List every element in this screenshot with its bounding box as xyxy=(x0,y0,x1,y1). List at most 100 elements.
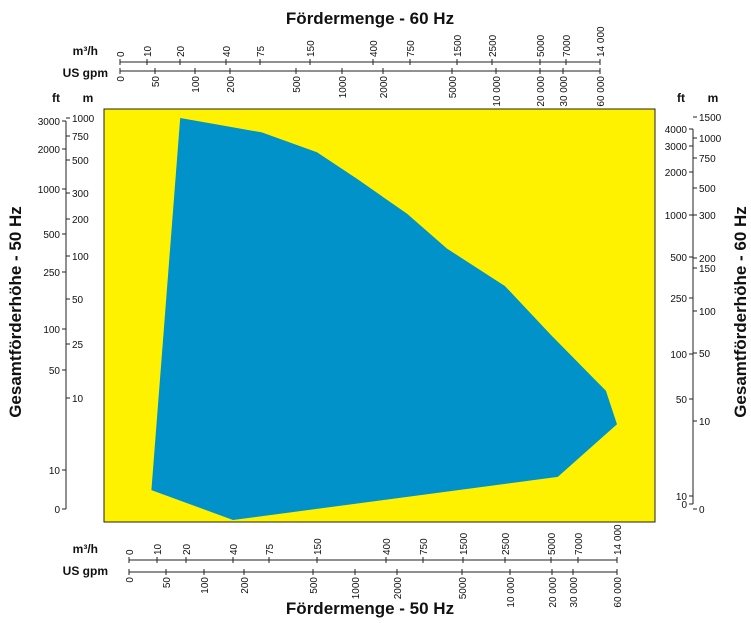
left-m-tick-label: 200 xyxy=(72,215,89,226)
left-ft-tick-label: 3000 xyxy=(38,117,61,128)
bottom-usgpm-tick-label: 50 xyxy=(162,577,173,589)
bottom-m3h-tick-label: 150 xyxy=(313,538,324,555)
top-m3h-tick-label: 14 000 xyxy=(596,26,607,57)
bottom-m3h-tick-label: 2500 xyxy=(501,532,512,555)
right-ft-tick-label: 4000 xyxy=(665,125,688,136)
left-ft-tick-label: 2000 xyxy=(38,145,61,156)
right-unit-ft: ft xyxy=(677,91,685,105)
bottom-m3h-tick-label: 1500 xyxy=(459,532,470,555)
top-m3h-tick-label: 7000 xyxy=(562,34,573,57)
left-ft-tick-label: 500 xyxy=(43,230,60,241)
top-m3h-tick-label: 400 xyxy=(369,40,380,57)
right-ft-tick-label: 100 xyxy=(670,350,687,361)
right-m-tick-label: 50 xyxy=(699,349,711,360)
top-usgpm-tick-label: 60 000 xyxy=(596,76,607,107)
right-m-tick-label: 0 xyxy=(699,505,705,516)
top-m3h-tick-label: 1500 xyxy=(453,34,464,57)
pump-range-region xyxy=(151,118,617,520)
bottom-usgpm-tick-label: 5000 xyxy=(458,577,469,600)
bottom-m3h-tick-label: 400 xyxy=(382,538,393,555)
bottom-m3h-tick-label: 750 xyxy=(419,538,430,555)
title-top: Fördermenge - 60 Hz xyxy=(286,9,454,28)
left-m-tick-label: 25 xyxy=(72,340,84,351)
bottom-m3h-tick-label: 10 xyxy=(153,543,164,555)
bottom-usgpm-tick-label: 60 000 xyxy=(613,577,624,608)
top-usgpm-tick-label: 5000 xyxy=(448,76,459,99)
right-m-tick-label: 300 xyxy=(699,211,716,222)
left-ft-tick-label: 1000 xyxy=(38,185,61,196)
left-ft-tick-label: 100 xyxy=(43,325,60,336)
top-m3h-tick-label: 750 xyxy=(406,40,417,57)
top-m3h-tick-label: 150 xyxy=(306,40,317,57)
right-ft-tick-label: 250 xyxy=(670,294,687,305)
title-left: Gesamtförderhöhe - 50 Hz xyxy=(6,206,25,418)
right-m-tick-label: 100 xyxy=(699,307,716,318)
bottom-m3h-tick-label: 5000 xyxy=(547,532,558,555)
top-usgpm-tick-label: 30 000 xyxy=(559,76,570,107)
left-unit-m: m xyxy=(83,91,94,105)
title-right: Gesamtförderhöhe - 60 Hz xyxy=(731,206,750,418)
left-m-tick-label: 750 xyxy=(72,132,89,143)
left-m-tick-label: 10 xyxy=(72,394,84,405)
top-usgpm-tick-label: 200 xyxy=(226,76,237,93)
right-ft-tick-label: 10 xyxy=(676,492,688,503)
axes xyxy=(65,61,694,573)
bottom-usgpm-tick-label: 100 xyxy=(200,577,211,594)
top-usgpm-tick-label: 10 000 xyxy=(492,76,503,107)
bottom-m3h-tick-label: 0 xyxy=(125,549,136,555)
top-m3h-tick-label: 2500 xyxy=(488,34,499,57)
left-ft-tick-label: 250 xyxy=(43,268,60,279)
right-ft-tick-label: 3000 xyxy=(665,142,688,153)
bottom-m3h-tick-label: 14 000 xyxy=(613,524,624,555)
tick-layer: 0 10 20 40 75 150 400 750 1500 2500 5000 7000 14 000… xyxy=(38,26,722,608)
left-ft-tick-label: 10 xyxy=(49,466,61,477)
right-m-tick-label: 750 xyxy=(699,154,716,165)
top-unit-m3h: m³/h xyxy=(73,44,98,58)
bottom-usgpm-tick-label: 0 xyxy=(125,577,136,583)
top-m3h-tick-label: 10 xyxy=(143,45,154,57)
bottom-usgpm-tick-label: 1000 xyxy=(351,577,362,600)
left-unit-ft: ft xyxy=(52,91,60,105)
right-m-tick-label: 10 xyxy=(699,417,711,428)
top-usgpm-tick-label: 0 xyxy=(116,76,127,82)
top-m3h-tick-label: 0 xyxy=(116,51,127,57)
bottom-m3h-tick-label: 20 xyxy=(182,543,193,555)
right-ft-tick-label: 50 xyxy=(676,395,688,406)
right-m-tick-label: 200 xyxy=(699,254,716,265)
left-m-tick-label: 100 xyxy=(72,252,89,263)
right-ft-tick-label: 2000 xyxy=(665,168,688,179)
right-ft-tick-label: 0 xyxy=(681,500,687,511)
top-usgpm-tick-label: 1000 xyxy=(338,76,349,99)
right-m-tick-label: 150 xyxy=(699,264,716,275)
left-m-tick-label: 300 xyxy=(72,189,89,200)
bottom-usgpm-tick-label: 30 000 xyxy=(569,577,580,608)
top-m3h-tick-label: 75 xyxy=(256,45,267,57)
top-usgpm-tick-label: 2000 xyxy=(379,76,390,99)
bottom-usgpm-tick-label: 20 000 xyxy=(548,577,559,608)
right-m-tick-label: 500 xyxy=(699,184,716,195)
top-usgpm-tick-label: 500 xyxy=(292,76,303,93)
left-m-tick-label: 1000 xyxy=(72,114,95,125)
top-m3h-tick-label: 40 xyxy=(222,45,233,57)
right-m-tick-label: 1500 xyxy=(699,113,722,124)
right-unit-m: m xyxy=(708,91,719,105)
left-m-tick-label: 500 xyxy=(72,156,89,167)
top-m3h-tick-label: 20 xyxy=(176,45,187,57)
top-unit-usgpm: US gpm xyxy=(63,66,108,80)
right-ft-tick-label: 500 xyxy=(670,253,687,264)
top-usgpm-tick-label: 100 xyxy=(191,76,202,93)
bottom-m3h-tick-label: 40 xyxy=(229,543,240,555)
top-usgpm-tick-label: 20 000 xyxy=(536,76,547,107)
title-bottom: Fördermenge - 50 Hz xyxy=(286,599,454,618)
bottom-usgpm-tick-label: 2000 xyxy=(393,577,404,600)
right-m-tick-label: 1000 xyxy=(699,134,722,145)
bottom-m3h-tick-label: 75 xyxy=(265,543,276,555)
bottom-usgpm-tick-label: 500 xyxy=(309,577,320,594)
bottom-usgpm-tick-label: 200 xyxy=(240,577,251,594)
top-usgpm-tick-label: 50 xyxy=(151,76,162,88)
left-ft-tick-label: 0 xyxy=(54,505,60,516)
right-ft-tick-label: 1000 xyxy=(665,211,688,222)
left-m-tick-label: 50 xyxy=(72,295,84,306)
bottom-m3h-tick-label: 7000 xyxy=(574,532,585,555)
